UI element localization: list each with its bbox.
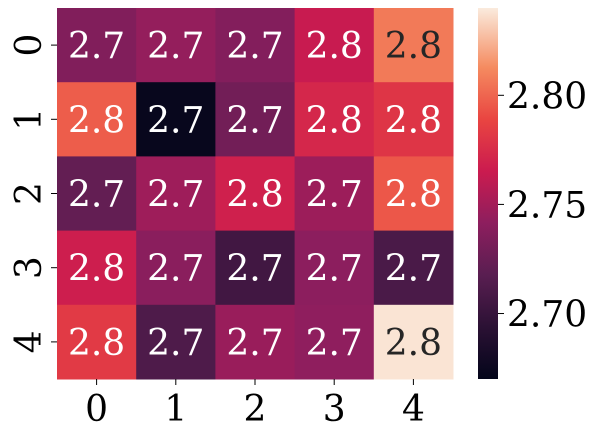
y-tick-label-4: 4: [9, 330, 50, 353]
heatmap-cell-3-3: [294, 230, 375, 306]
heatmap-cell-1-1: [136, 82, 216, 157]
cell-annotation-1-3: 2.8: [306, 100, 363, 141]
cell-annotation-1-4: 2.8: [385, 100, 442, 141]
cell-annotation-4-3: 2.7: [306, 323, 363, 364]
colorbar-tick-label-2: 2.80: [507, 76, 587, 117]
heatmap-cell-0-1: [136, 8, 216, 83]
heatmap-cells: [57, 8, 454, 380]
heatmap-cell-0-0: [57, 8, 137, 83]
cell-annotation-3-3: 2.7: [306, 249, 363, 290]
cell-annotation-0-1: 2.7: [147, 26, 204, 67]
heatmap-cell-4-0: [57, 304, 137, 380]
cell-annotation-1-2: 2.7: [226, 100, 283, 141]
heatmap-cell-2-0: [57, 156, 137, 232]
cell-annotation-2-4: 2.8: [385, 175, 442, 216]
heatmap-cell-1-4: [373, 82, 454, 157]
heatmap-cell-2-2: [215, 156, 296, 232]
heatmap-cell-4-1: [136, 304, 216, 380]
y-tick-label-0: 0: [9, 34, 50, 57]
heatmap-cell-1-3: [294, 82, 375, 157]
cell-annotation-0-0: 2.7: [68, 26, 125, 67]
cell-annotation-1-0: 2.8: [68, 100, 125, 141]
heatmap-cell-2-4: [373, 156, 454, 232]
cell-annotation-4-2: 2.7: [226, 323, 283, 364]
y-tick-label-3: 3: [9, 256, 50, 279]
heatmap-cell-0-3: [294, 8, 375, 83]
x-tick-label-4: 4: [402, 389, 425, 430]
colorbar: 2.70 2.75 2.80: [478, 8, 587, 379]
cell-annotation-4-4: 2.8: [385, 323, 442, 364]
heatmap-cell-2-1: [136, 156, 216, 232]
y-tick-label-2: 2: [9, 182, 50, 205]
y-tick-label-1: 1: [9, 108, 50, 131]
y-axis: 0 1 2 3 4: [9, 34, 57, 353]
heatmap-cell-3-2: [215, 230, 296, 306]
colorbar-tick-label-1: 2.75: [507, 185, 587, 226]
colorbar-gradient: [478, 8, 498, 379]
heatmap-cell-3-0: [57, 230, 137, 306]
cell-annotation-0-2: 2.7: [226, 26, 283, 67]
cell-annotation-2-3: 2.7: [306, 175, 363, 216]
heatmap-cell-2-3: [294, 156, 375, 232]
colorbar-tick-label-0: 2.70: [507, 295, 587, 336]
x-axis: 0 1 2 3 4: [85, 379, 425, 430]
x-tick-label-1: 1: [164, 389, 187, 430]
cell-annotation-3-1: 2.7: [147, 249, 204, 290]
cell-annotation-1-1: 2.7: [147, 100, 204, 141]
x-tick-label-2: 2: [244, 389, 267, 430]
heatmap-cell-3-4: [373, 230, 454, 306]
heatmap-cell-4-3: [294, 304, 375, 380]
heatmap-cell-4-2: [215, 304, 296, 380]
heatmap-cell-0-2: [215, 8, 296, 83]
cell-annotation-3-0: 2.8: [68, 249, 125, 290]
cell-annotation-2-0: 2.7: [68, 175, 125, 216]
cell-annotation-3-2: 2.7: [226, 249, 283, 290]
heatmap-cell-0-4: [373, 8, 454, 83]
cell-annotation-0-4: 2.8: [385, 26, 442, 67]
heatmap-cell-1-2: [215, 82, 296, 157]
cell-annotation-4-1: 2.7: [147, 323, 204, 364]
cell-annotation-3-4: 2.7: [385, 249, 442, 290]
heatmap-annotations: 2.7 2.7 2.7 2.8 2.8 2.8 2.7 2.7 2.8 2.8 2.7 2.7 2.8 2…: [68, 26, 442, 364]
heatmap-cell-1-0: [57, 82, 137, 157]
cell-annotation-2-2: 2.8: [226, 175, 283, 216]
cell-annotation-0-3: 2.8: [306, 26, 363, 67]
heatmap-cell-4-4: [373, 304, 454, 380]
cell-annotation-2-1: 2.7: [147, 175, 204, 216]
x-tick-label-0: 0: [85, 389, 108, 430]
x-tick-label-3: 3: [323, 389, 346, 430]
cell-annotation-4-0: 2.8: [68, 323, 125, 364]
heatmap-cell-3-1: [136, 230, 216, 306]
